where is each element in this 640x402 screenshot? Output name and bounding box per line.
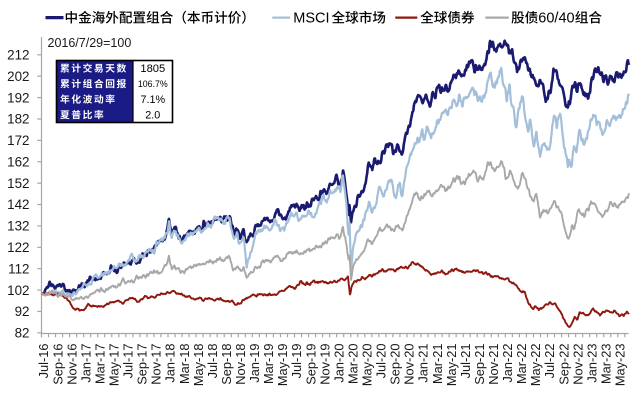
svg-text:Mar-17: Mar-17 (92, 344, 107, 385)
svg-text:106.7%: 106.7% (138, 79, 168, 89)
svg-text:Jan-20: Jan-20 (331, 344, 346, 383)
svg-text:122: 122 (7, 240, 29, 255)
svg-text:May-22: May-22 (528, 344, 543, 387)
svg-text:Sep-16: Sep-16 (50, 344, 65, 385)
svg-text:Nov-18: Nov-18 (233, 344, 248, 385)
svg-text:142: 142 (7, 197, 29, 212)
svg-text:Nov-22: Nov-22 (570, 344, 585, 385)
svg-text:Mar-20: Mar-20 (345, 344, 360, 385)
svg-text:Mar-21: Mar-21 (430, 344, 445, 385)
svg-text:182: 182 (7, 112, 29, 127)
svg-text:Jul-21: Jul-21 (458, 344, 473, 379)
svg-text:May-19: May-19 (275, 344, 290, 387)
svg-text:May-21: May-21 (444, 344, 459, 387)
svg-text:Mar-23: Mar-23 (598, 344, 613, 385)
svg-text:Jan-22: Jan-22 (500, 344, 515, 383)
svg-text:1805: 1805 (140, 63, 165, 75)
svg-text:Sep-22: Sep-22 (556, 344, 571, 385)
svg-text:Sep-18: Sep-18 (219, 344, 234, 385)
svg-text:Mar-18: Mar-18 (177, 344, 192, 385)
svg-text:Jan-21: Jan-21 (416, 344, 431, 383)
svg-text:60/40: 60/40 (538, 10, 574, 26)
svg-text:162: 162 (7, 154, 29, 169)
svg-text:Jan-17: Jan-17 (78, 344, 93, 383)
svg-text:132: 132 (7, 219, 29, 234)
svg-text:May-17: May-17 (107, 344, 122, 387)
svg-text:Jul-18: Jul-18 (205, 344, 220, 379)
svg-text:Mar-22: Mar-22 (514, 344, 529, 385)
svg-text:Jul-20: Jul-20 (374, 344, 389, 379)
svg-text:Nov-17: Nov-17 (149, 344, 164, 385)
svg-text:Sep-21: Sep-21 (472, 344, 487, 385)
svg-text:192: 192 (7, 90, 29, 105)
svg-text:Nov-19: Nov-19 (317, 344, 332, 385)
svg-text:Nov-16: Nov-16 (64, 344, 79, 385)
svg-text:Nov-21: Nov-21 (486, 344, 501, 385)
svg-text:82: 82 (15, 326, 30, 341)
svg-text:Sep-20: Sep-20 (388, 344, 403, 385)
svg-text:Jul-22: Jul-22 (542, 344, 557, 379)
svg-text:Sep-19: Sep-19 (303, 344, 318, 385)
svg-text:May-23: May-23 (613, 344, 628, 387)
svg-text:2.0: 2.0 (145, 110, 160, 122)
svg-text:Nov-20: Nov-20 (402, 344, 417, 385)
svg-text:Jan-19: Jan-19 (247, 344, 262, 383)
svg-text:Mar-19: Mar-19 (261, 344, 276, 385)
svg-text:Jan-23: Jan-23 (584, 344, 599, 383)
svg-text:Jan-18: Jan-18 (163, 344, 178, 383)
svg-text:Sep-17: Sep-17 (135, 344, 150, 385)
svg-text:2016/7/29=100: 2016/7/29=100 (48, 36, 132, 50)
svg-text:Jul-17: Jul-17 (121, 344, 136, 379)
svg-text:152: 152 (7, 176, 29, 191)
svg-text:212: 212 (7, 48, 29, 63)
svg-text:May-20: May-20 (360, 344, 375, 387)
svg-text:Jul-16: Jul-16 (36, 344, 51, 379)
svg-text:7.1%: 7.1% (140, 94, 165, 106)
svg-text:Jul-19: Jul-19 (289, 344, 304, 379)
svg-text:May-18: May-18 (191, 344, 206, 387)
svg-text:112: 112 (8, 261, 29, 276)
svg-text:202: 202 (7, 69, 29, 84)
svg-text:172: 172 (7, 133, 29, 148)
svg-text:MSCI: MSCI (293, 10, 329, 26)
svg-text:102: 102 (7, 283, 29, 298)
svg-text:92: 92 (15, 304, 30, 319)
